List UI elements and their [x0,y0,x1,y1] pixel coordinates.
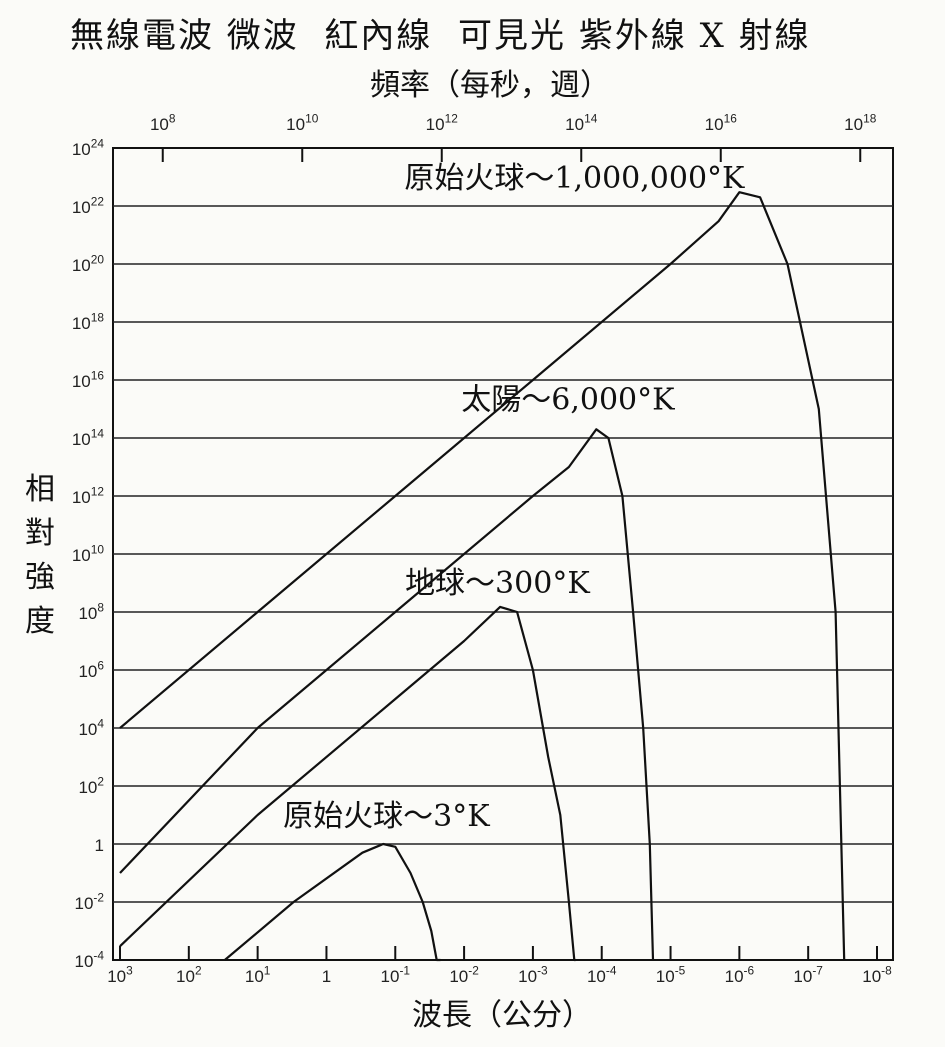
y-tick-label: 1020 [72,252,105,275]
x-axis-label: 波長（公分） [412,998,592,1033]
series-line-3 [119,605,576,962]
y-tick-label: 10-2 [75,890,105,913]
x-tick-label: 10-5 [656,963,686,986]
x-tick-label: 10-4 [587,963,617,986]
y-tick-label: 10-4 [75,948,105,971]
series-label-3: 地球～300°K [405,566,590,601]
frequency-axis-label: 頻率（每秒，週） [370,68,610,103]
page-title: 無線電波 微波 紅內線 可見光 紫外線 X 射線 [70,16,811,56]
y-tick-label: 1022 [72,194,105,217]
y-tick-label: 1016 [72,368,105,391]
x2-tick-label: 108 [150,111,176,134]
y-tick-label: 1018 [72,310,105,333]
y-tick-label: 108 [78,600,104,623]
series-label-1: 原始火球～1,000,000°K [404,161,745,196]
y-tick-label: 1012 [72,484,105,507]
y-tick-label: 102 [78,774,104,797]
x-tick-label: 1 [322,967,331,986]
y-tick-label: 1024 [72,136,105,159]
gridlines [113,205,893,903]
x-tick-label: 10-6 [725,963,755,986]
y-axis-label: 相對強度 [25,472,55,639]
x-tick-label: 102 [176,963,202,986]
x2-tick-label: 1016 [705,111,738,134]
x-tick-label: 10-7 [793,963,823,986]
x2-tick-label: 1010 [286,111,319,134]
x-tick-label: 10-8 [862,963,892,986]
y-tick-label: 106 [78,658,104,681]
series-line-1 [119,191,846,961]
y-tick-label: 1 [95,836,104,855]
x2-tick-label: 1012 [426,111,459,134]
series-label-2: 太陽～6,000°K [461,382,675,417]
series-line-4 [224,842,441,962]
y-tick-label: 1010 [72,542,105,565]
ticks: 1024 1022 1020 1018 1016 1014 1012 1010 108 106 10… [72,111,892,986]
x-tick-label: 101 [245,963,271,986]
x-tick-label: 10-2 [449,963,479,986]
series-line-2 [119,428,655,961]
x2-tick-label: 1014 [565,111,598,134]
series-label-4: 原始火球～3°K [283,799,490,834]
series-group [119,191,846,962]
x-tick-label: 103 [107,963,133,986]
x2-tick-label: 1018 [844,111,877,134]
x-tick-label: 10-1 [381,963,411,986]
x-tick-label: 10-3 [518,963,548,986]
y-tick-label: 104 [78,716,104,739]
y-tick-label: 1014 [72,426,105,449]
curve-labels: 原始火球～1,000,000°K 太陽～6,000°K 地球～300°K 原始火球～3… [283,161,745,834]
